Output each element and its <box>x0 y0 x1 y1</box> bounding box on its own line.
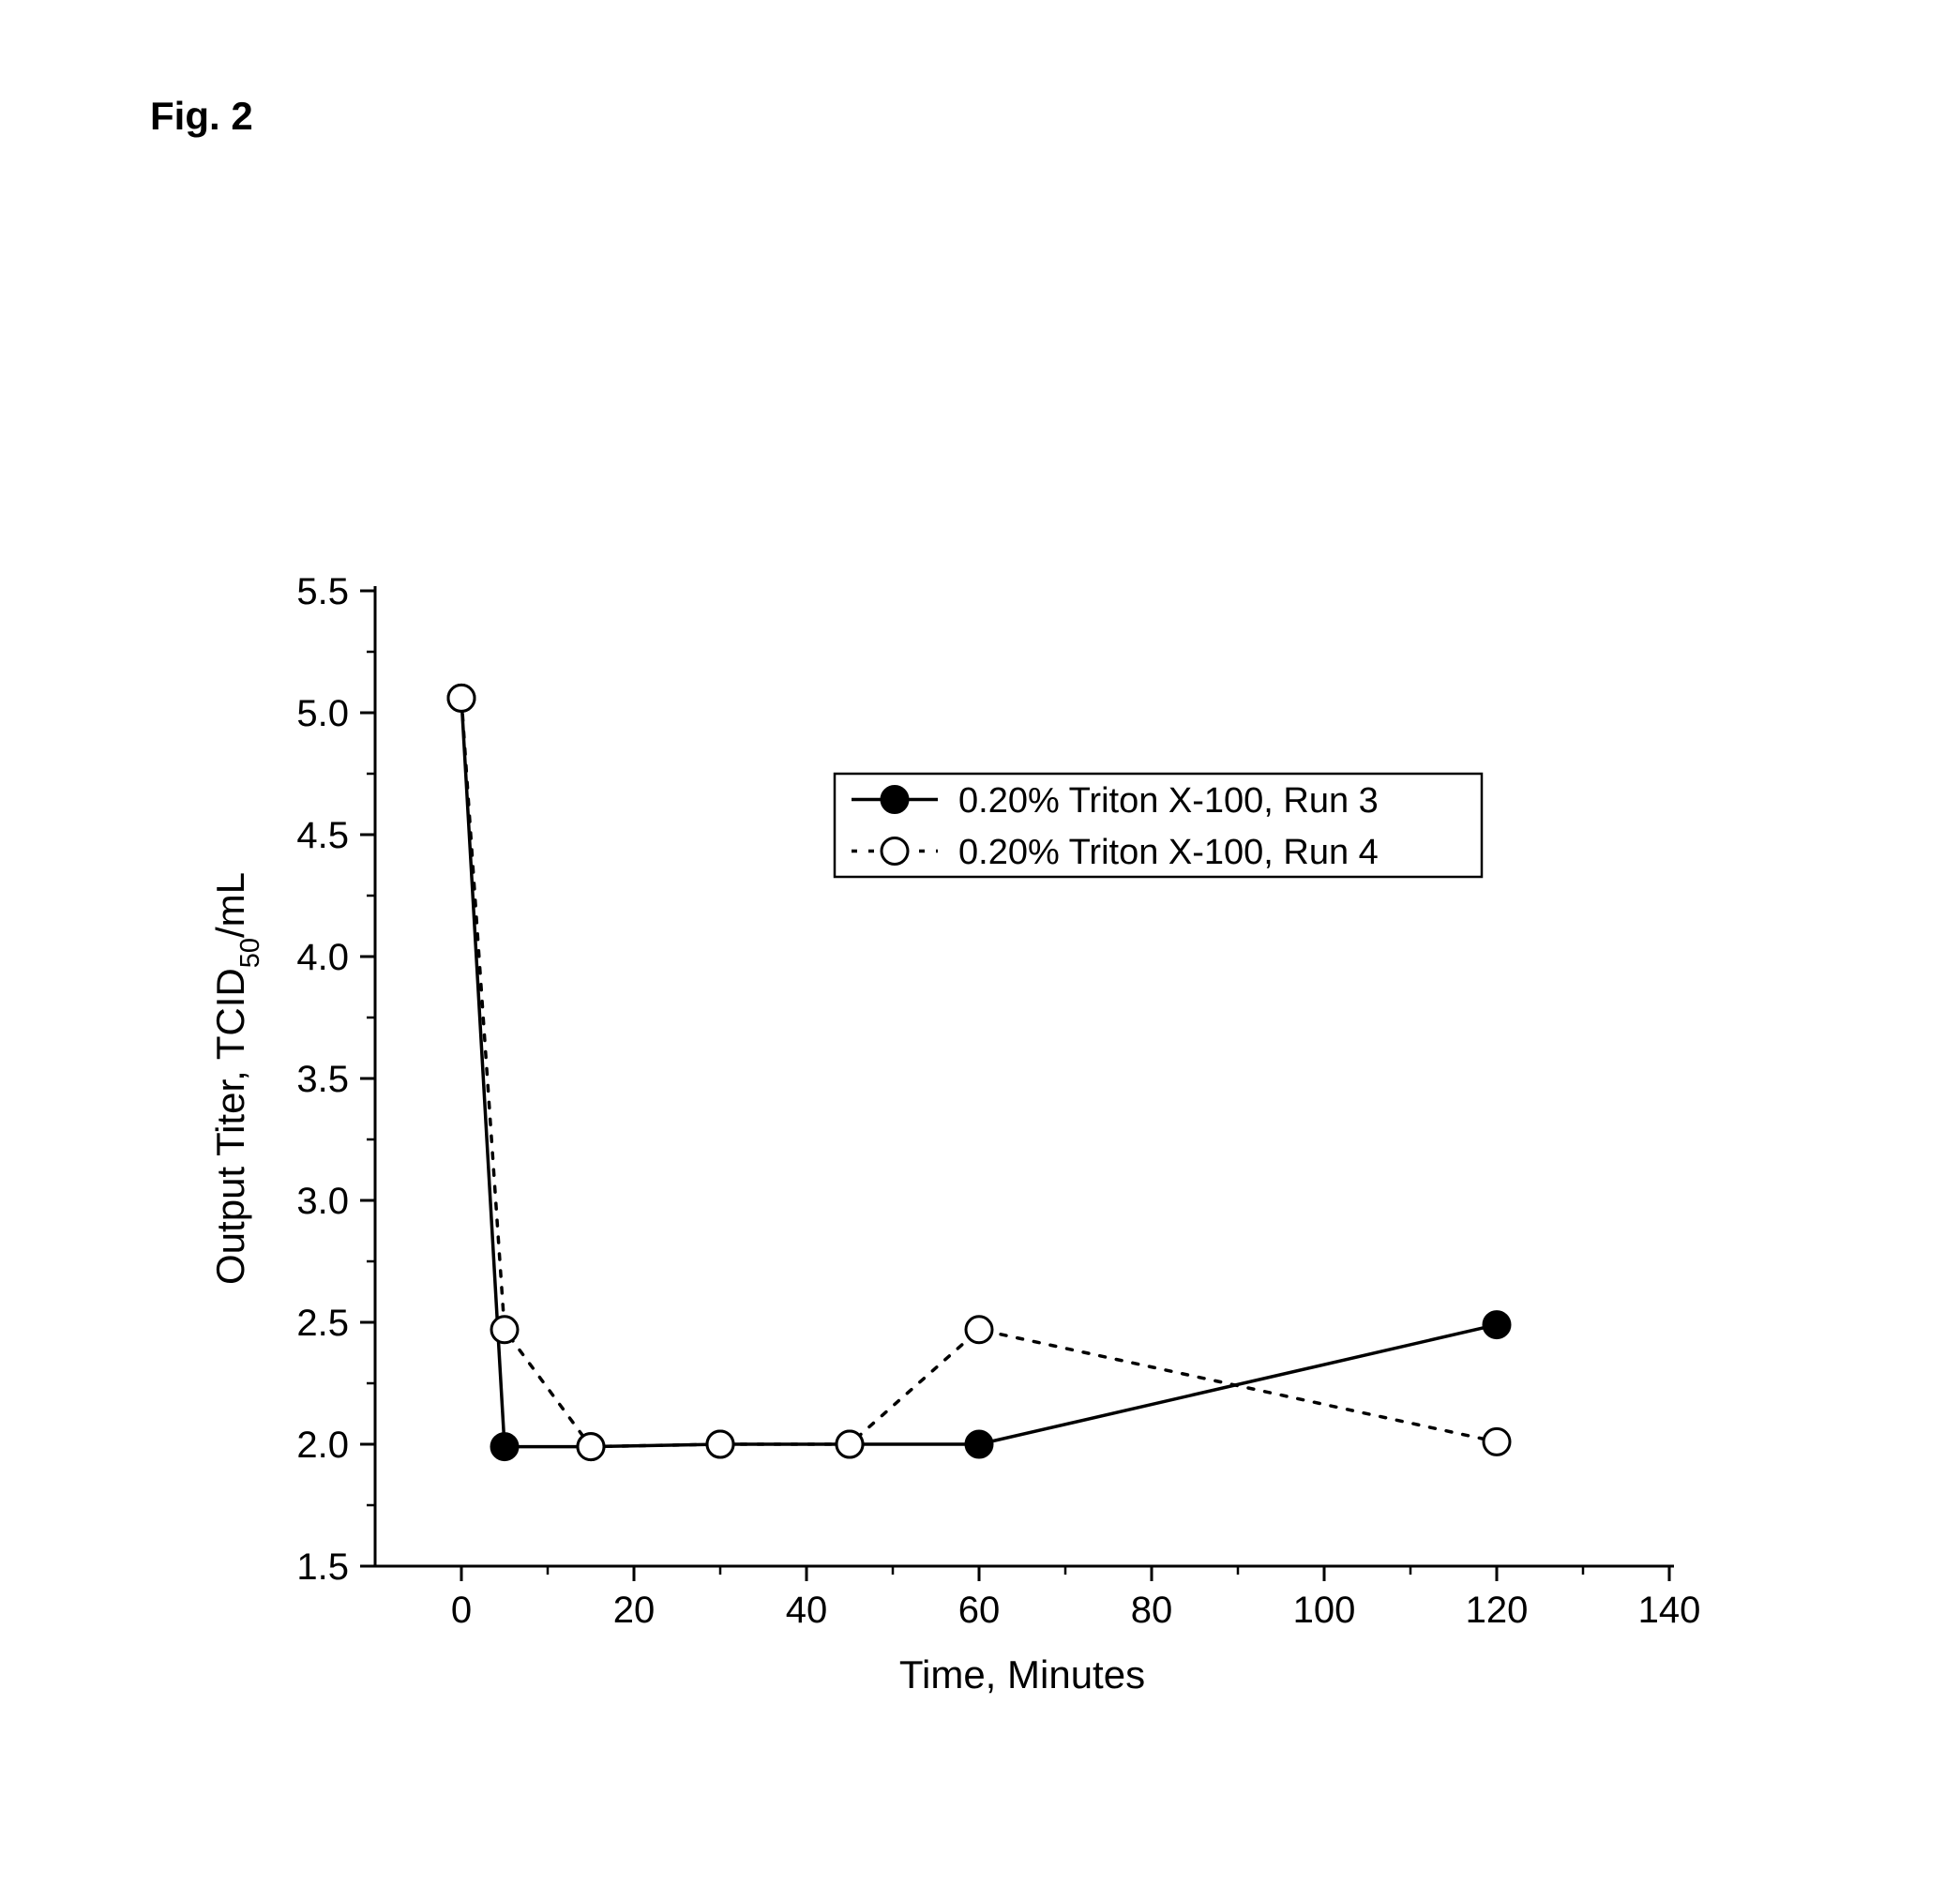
legend-label: 0.20% Triton X-100, Run 3 <box>958 781 1379 821</box>
x-tick-label: 60 <box>958 1590 1001 1631</box>
chart-svg: 0 20 40 60 80 100 120 140 Time, Minutes 1.5 2.0 2.5… <box>188 563 1782 1782</box>
y-tick-label: 1.5 <box>296 1546 349 1588</box>
data-marker <box>837 1431 863 1457</box>
data-marker <box>1484 1312 1510 1338</box>
data-marker <box>966 1317 992 1343</box>
y-tick-label: 3.0 <box>296 1181 349 1222</box>
x-axis-label: Time, Minutes <box>899 1652 1145 1696</box>
data-marker <box>448 685 475 711</box>
y-tick-label: 2.5 <box>296 1303 349 1344</box>
x-tick-label: 40 <box>786 1590 828 1631</box>
data-marker <box>707 1431 733 1457</box>
y-tick-label: 4.0 <box>296 937 349 978</box>
data-marker <box>491 1317 518 1343</box>
data-marker <box>578 1434 604 1460</box>
legend-marker <box>882 787 908 813</box>
y-tick-label: 2.0 <box>296 1425 349 1466</box>
y-tick-label: 4.5 <box>296 815 349 856</box>
legend-marker <box>882 838 908 865</box>
figure-caption: Fig. 2 <box>150 94 253 139</box>
x-tick-label: 120 <box>1466 1590 1529 1631</box>
x-tick-label: 140 <box>1638 1590 1701 1631</box>
y-tick-label: 5.0 <box>296 693 349 734</box>
x-tick-label: 100 <box>1293 1590 1356 1631</box>
x-tick-label: 80 <box>1131 1590 1173 1631</box>
data-marker <box>1484 1428 1510 1455</box>
page: Fig. 2 0 20 40 60 80 100 120 140 Time, Minutes 1.… <box>0 0 1960 1885</box>
chart-container: 0 20 40 60 80 100 120 140 Time, Minutes 1.5 2.0 2.5… <box>188 563 1782 1782</box>
legend-label: 0.20% Triton X-100, Run 4 <box>958 833 1379 872</box>
data-marker <box>491 1434 518 1460</box>
x-tick-label: 0 <box>451 1590 472 1631</box>
data-marker <box>966 1431 992 1457</box>
y-tick-label: 5.5 <box>296 571 349 612</box>
x-tick-label: 20 <box>613 1590 656 1631</box>
y-tick-label: 3.5 <box>296 1059 349 1100</box>
